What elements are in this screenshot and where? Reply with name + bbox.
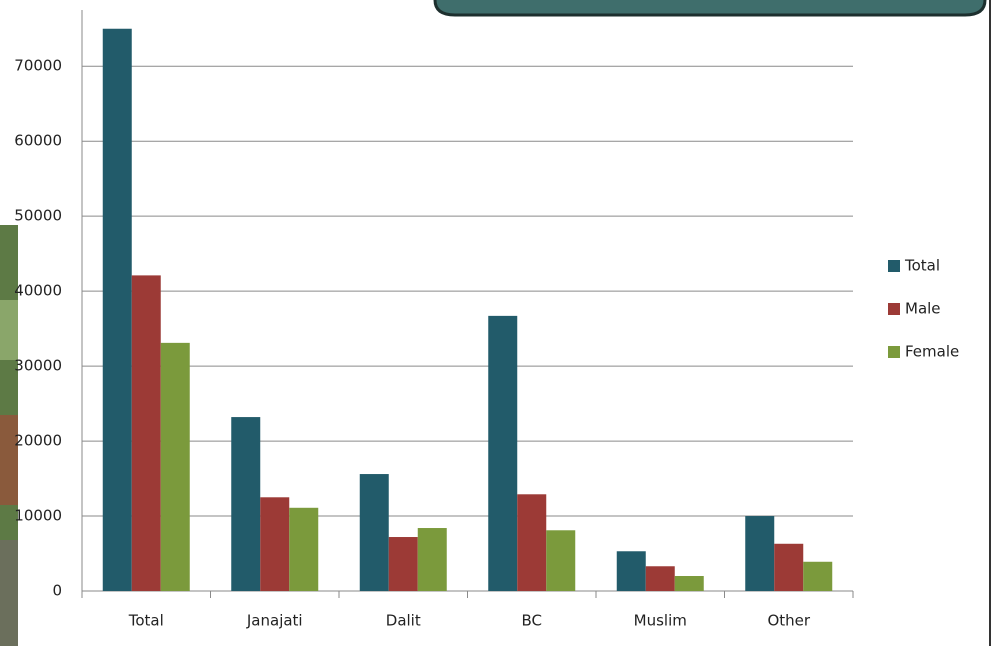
- chart: 0 10000 20000 30000 40000 50000 60000 70000 Tota…: [0, 0, 1000, 646]
- legend-label: Total: [904, 257, 940, 275]
- bar: [774, 544, 803, 591]
- x-tick-label: Total: [128, 612, 164, 630]
- bar: [517, 494, 546, 591]
- legend-label: Male: [905, 300, 941, 318]
- y-tick-label: 40000: [14, 282, 62, 300]
- page: 0 10000 20000 30000 40000 50000 60000 70000 Tota…: [0, 0, 1000, 646]
- bar: [132, 275, 161, 591]
- bar: [260, 497, 289, 591]
- bar: [360, 474, 389, 591]
- legend-label: Female: [905, 343, 959, 361]
- y-tick-label: 50000: [14, 207, 62, 225]
- x-tick-label: Dalit: [386, 612, 421, 630]
- x-tick-label: Janajati: [246, 612, 303, 630]
- bar: [231, 417, 260, 591]
- bar: [745, 516, 774, 591]
- bar: [103, 29, 132, 591]
- x-tick-label: Other: [767, 612, 810, 630]
- bar: [646, 566, 675, 591]
- bar: [617, 551, 646, 591]
- legend-swatch: [888, 303, 900, 315]
- bar: [289, 508, 318, 591]
- legend-swatch: [888, 346, 900, 358]
- x-tick-label: Muslim: [634, 612, 687, 630]
- bar: [546, 530, 575, 591]
- y-tick-label: 0: [52, 582, 62, 600]
- bar: [803, 562, 832, 591]
- bar: [161, 343, 190, 591]
- bar: [675, 576, 704, 591]
- y-tick-label: 30000: [14, 357, 62, 375]
- y-tick-label: 20000: [14, 432, 62, 450]
- y-tick-label: 60000: [14, 132, 62, 150]
- bar: [488, 316, 517, 591]
- bar: [389, 537, 418, 591]
- bar: [418, 528, 447, 591]
- y-tick-label: 10000: [14, 507, 62, 525]
- legend-swatch: [888, 260, 900, 272]
- y-tick-label: 70000: [14, 57, 62, 75]
- title-box: [435, 0, 985, 15]
- x-tick-label: BC: [521, 612, 542, 630]
